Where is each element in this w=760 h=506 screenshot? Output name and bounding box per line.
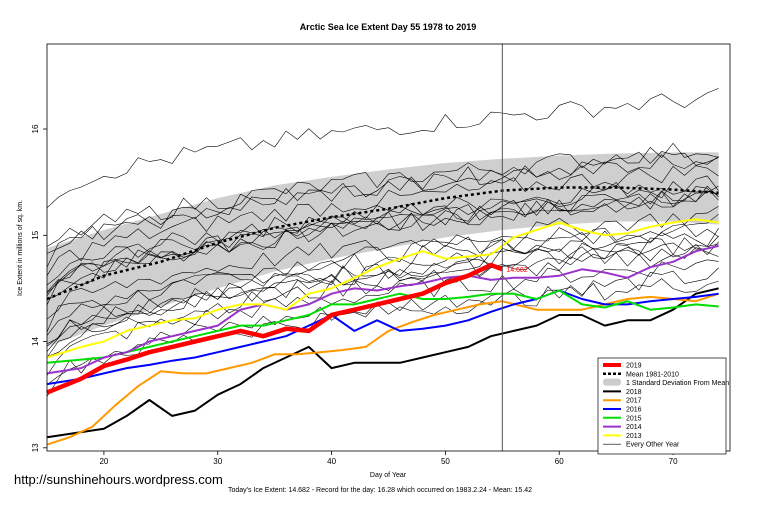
x-tick-label: 50 bbox=[441, 457, 450, 466]
footer-stats: Today's Ice Extent: 14.682 - Record for … bbox=[227, 487, 533, 494]
other-year-line bbox=[46, 185, 719, 293]
legend-swatch bbox=[603, 378, 621, 386]
other-year-line bbox=[46, 181, 719, 296]
other-year-line bbox=[46, 151, 719, 254]
legend-label: 2014 bbox=[626, 424, 642, 431]
legend-label: 2016 bbox=[626, 407, 642, 414]
other-year-line bbox=[46, 185, 719, 301]
series-2016-line bbox=[46, 289, 719, 386]
y-tick-label: 16 bbox=[31, 124, 40, 133]
y-tick-label: 13 bbox=[31, 443, 40, 452]
other-year-line bbox=[46, 165, 719, 276]
legend-label: 2018 bbox=[626, 389, 642, 396]
axes-layer: 20 30 40 50 60 70 13 14 15 16 bbox=[31, 124, 678, 466]
legend-label: Every Other Year bbox=[626, 442, 680, 449]
series-2015-line bbox=[46, 289, 719, 364]
chart-title: Arctic Sea Ice Extent Day 55 1978 to 201… bbox=[300, 22, 477, 32]
legend-label: 2019 bbox=[626, 363, 642, 370]
other-year-line bbox=[46, 242, 719, 352]
std-dev-band bbox=[47, 152, 719, 347]
series-2019-line bbox=[46, 262, 504, 395]
legend-label: 1 Standard Deviation From Mean bbox=[626, 380, 729, 387]
x-tick-label: 20 bbox=[99, 457, 108, 466]
other-year-line bbox=[46, 154, 719, 268]
other-year-line bbox=[46, 186, 719, 306]
other-year-line bbox=[46, 259, 719, 376]
legend-label: 2015 bbox=[626, 415, 642, 422]
other-year-line bbox=[46, 247, 719, 357]
other-year-line bbox=[46, 213, 719, 333]
series-2018-line bbox=[46, 287, 719, 439]
x-axis-label: Day of Year bbox=[370, 472, 407, 479]
other-year-line bbox=[46, 241, 719, 358]
y-tick-label: 15 bbox=[31, 230, 40, 239]
plot-frame bbox=[46, 43, 731, 452]
other-year-line bbox=[46, 228, 719, 345]
other-year-line bbox=[46, 175, 719, 286]
other-year-line bbox=[46, 223, 719, 336]
x-tick-label: 70 bbox=[669, 457, 678, 466]
std-dev-band-layer bbox=[47, 152, 719, 347]
other-years-layer bbox=[46, 88, 719, 397]
highlight-series-layer bbox=[46, 44, 719, 451]
x-tick-label: 40 bbox=[327, 457, 336, 466]
series-2013-line bbox=[46, 218, 719, 359]
y-axis-label: Ice Extent in millions of sq. km. bbox=[17, 200, 24, 296]
other-year-line bbox=[46, 235, 719, 347]
other-year-line bbox=[46, 190, 719, 294]
mean-line bbox=[46, 186, 719, 301]
x-tick-label: 60 bbox=[555, 457, 564, 466]
watermark-url: http://sunshinehours.wordpress.com bbox=[14, 472, 223, 487]
other-year-line bbox=[46, 205, 719, 320]
legend-label: 2017 bbox=[626, 398, 642, 405]
legend-label: 2013 bbox=[626, 433, 642, 440]
current-value-label: 14.682 bbox=[506, 267, 528, 274]
x-tick-label: 30 bbox=[213, 457, 222, 466]
y-tick-label: 14 bbox=[31, 337, 40, 346]
series-2014-line bbox=[46, 244, 719, 375]
legend-label: Mean 1981-2010 bbox=[626, 371, 679, 378]
other-year-line bbox=[46, 88, 719, 209]
